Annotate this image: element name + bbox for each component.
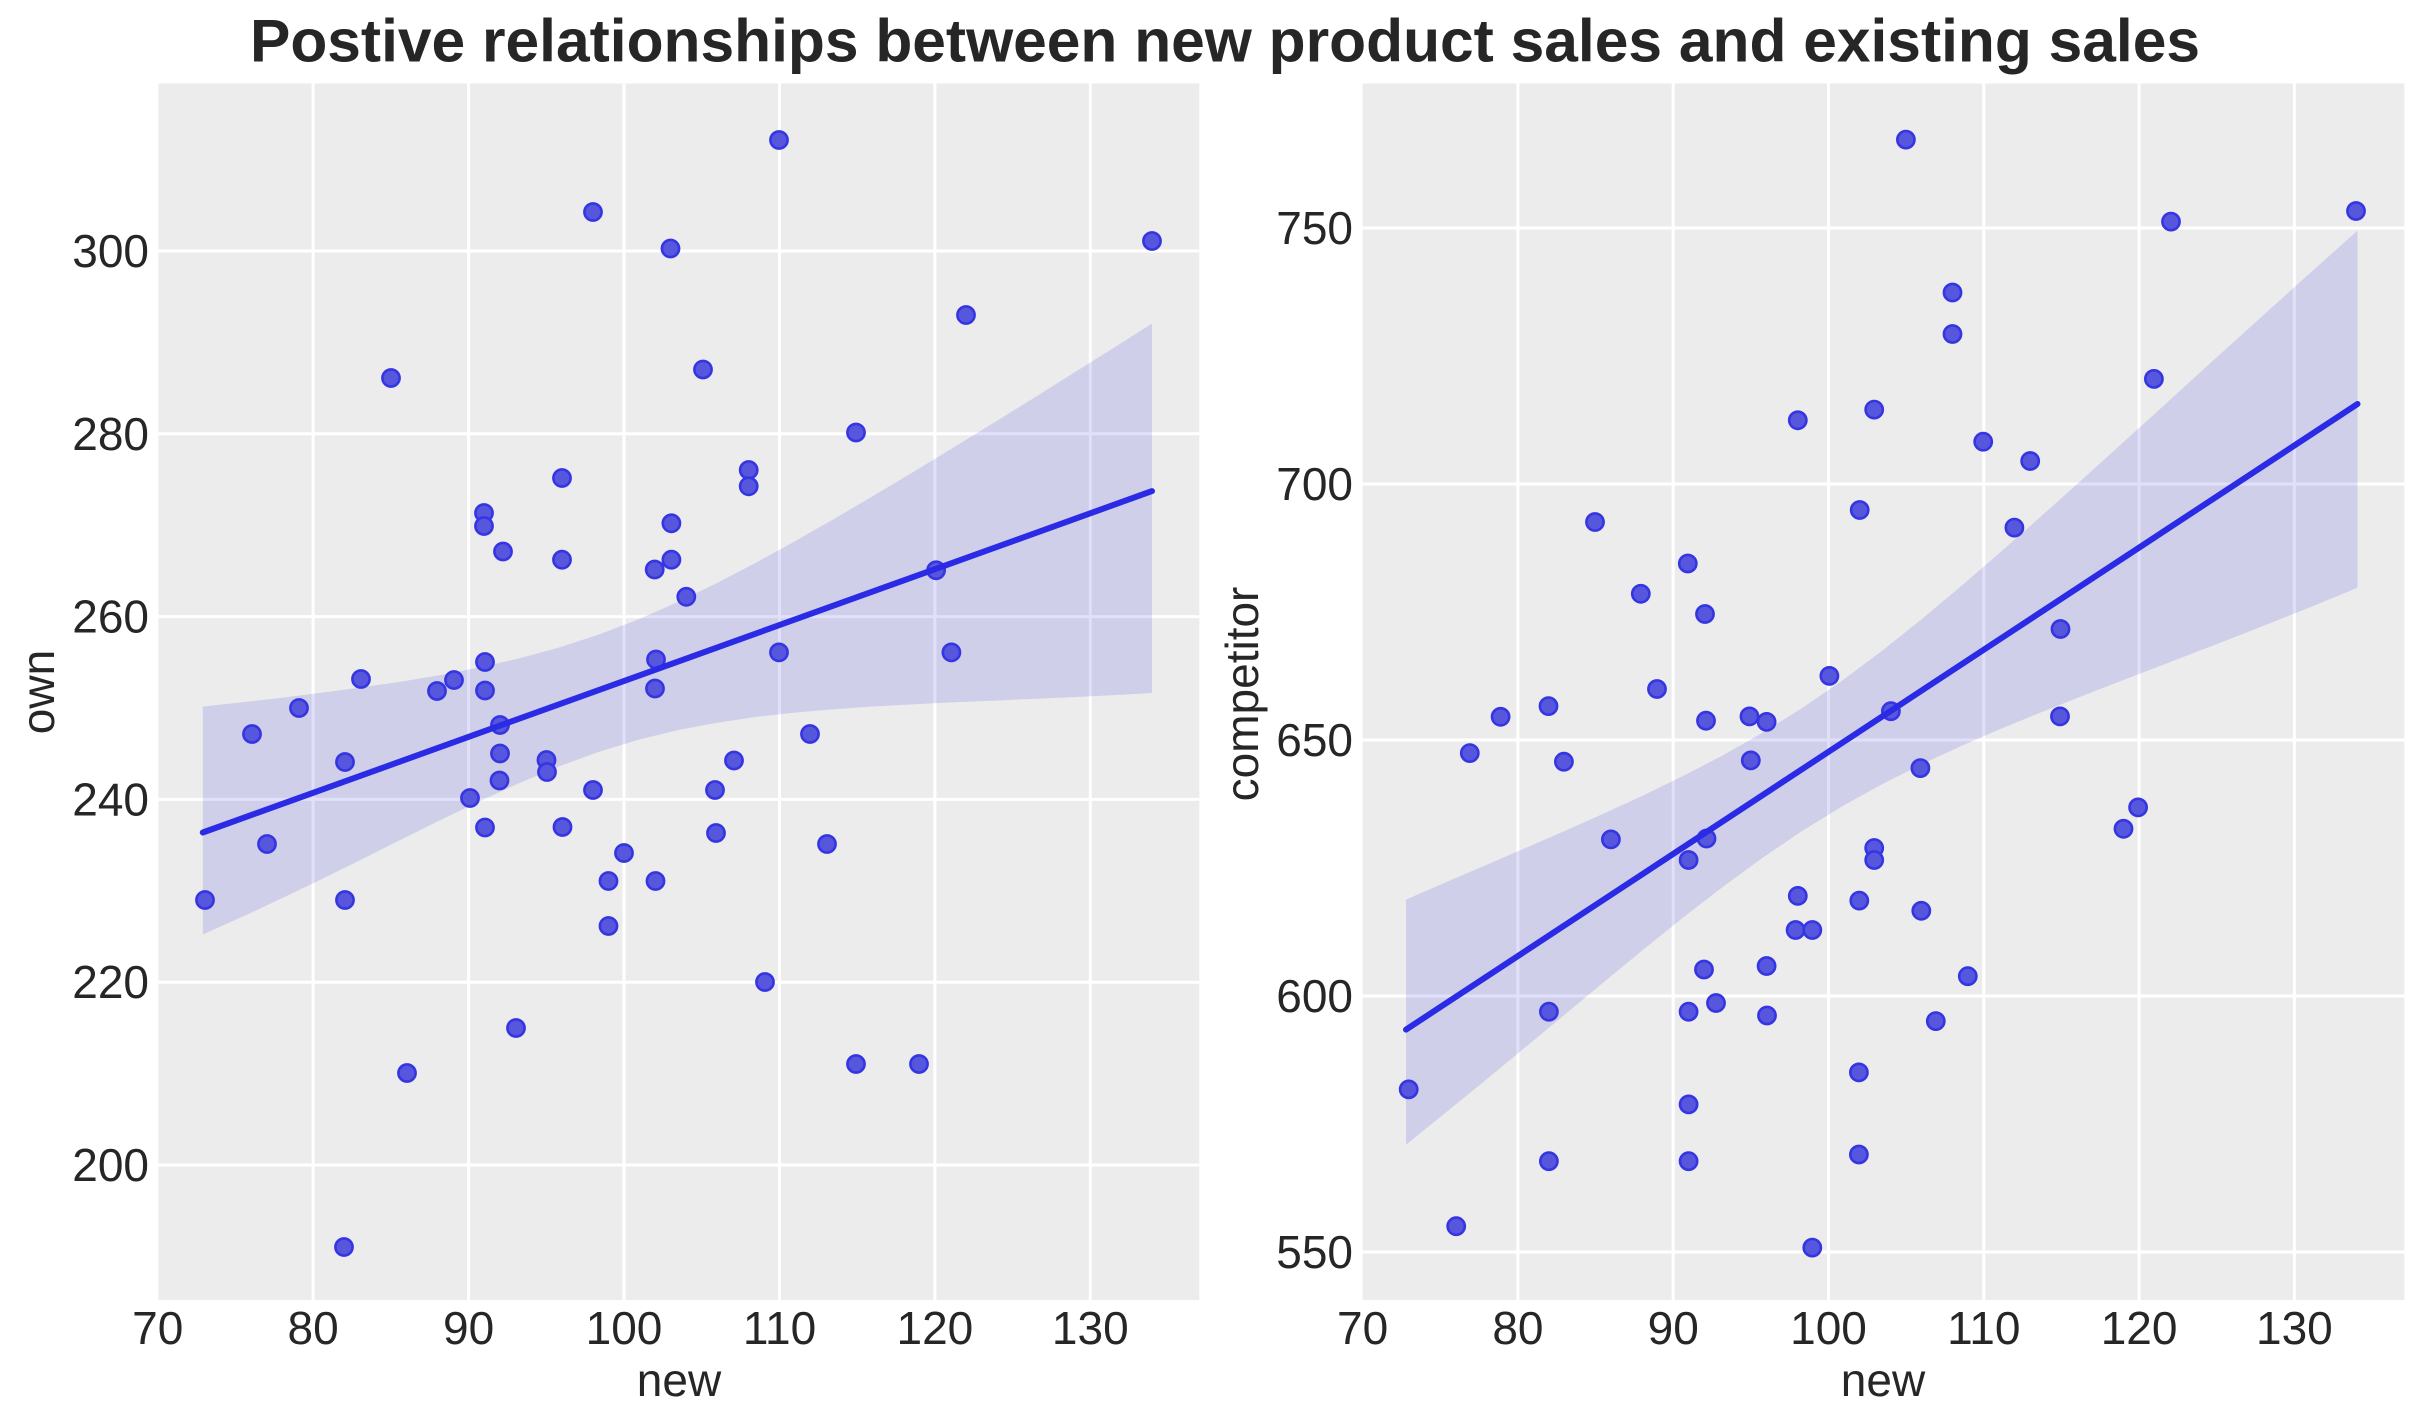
svg-text:100: 100 [1790, 1302, 1867, 1354]
svg-text:110: 110 [743, 1302, 816, 1354]
svg-text:competitor: competitor [1216, 587, 1268, 802]
svg-text:Postive relationships between: Postive relationships between new produc… [250, 7, 2200, 75]
svg-text:220: 220 [72, 956, 149, 1008]
svg-text:80: 80 [1492, 1302, 1543, 1354]
svg-text:300: 300 [72, 225, 149, 277]
svg-text:new: new [1841, 1354, 1926, 1406]
svg-text:130: 130 [2256, 1302, 2333, 1354]
svg-text:700: 700 [1276, 458, 1353, 510]
svg-text:260: 260 [72, 591, 149, 643]
svg-text:70: 70 [132, 1302, 183, 1354]
svg-text:own: own [12, 650, 64, 734]
svg-text:new: new [637, 1354, 722, 1406]
svg-text:120: 120 [897, 1302, 974, 1354]
svg-text:240: 240 [72, 773, 149, 825]
svg-text:750: 750 [1276, 202, 1353, 254]
svg-text:80: 80 [288, 1302, 339, 1354]
svg-text:550: 550 [1276, 1226, 1353, 1278]
svg-text:100: 100 [586, 1302, 663, 1354]
svg-text:90: 90 [1648, 1302, 1699, 1354]
svg-text:130: 130 [1052, 1302, 1129, 1354]
svg-text:90: 90 [443, 1302, 494, 1354]
svg-text:650: 650 [1276, 714, 1353, 766]
svg-text:120: 120 [2101, 1302, 2178, 1354]
svg-text:110: 110 [1947, 1302, 2020, 1354]
svg-text:70: 70 [1337, 1302, 1388, 1354]
svg-text:600: 600 [1276, 970, 1353, 1022]
svg-text:280: 280 [72, 408, 149, 460]
svg-text:200: 200 [72, 1139, 149, 1191]
